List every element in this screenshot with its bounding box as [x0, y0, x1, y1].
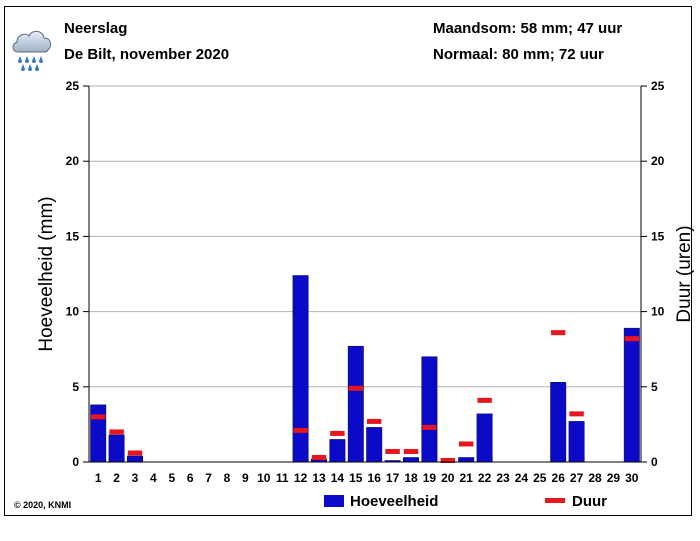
bar: [329, 439, 346, 463]
chart-frame: [4, 6, 692, 516]
duration-marker: [477, 397, 492, 403]
duration-marker: [551, 330, 566, 336]
duration-marker: [311, 454, 327, 460]
duration-marker: [91, 414, 106, 420]
x-tick-label: 30: [625, 471, 639, 485]
y-tick-label: 0: [72, 455, 79, 469]
x-tick-label: 21: [460, 471, 474, 485]
duration-marker: [440, 457, 455, 463]
legend-swatch-hoeveelheid: [324, 495, 344, 507]
chart-subtitle: De Bilt, november 2020: [64, 46, 230, 63]
bar: [421, 356, 438, 463]
y-tick-label: 10: [66, 305, 80, 319]
y2-tick-label: 10: [651, 305, 665, 319]
bar: [476, 413, 493, 463]
x-tick-label: 27: [570, 471, 584, 485]
copyright-text: © 2020, KNMI: [14, 500, 72, 510]
y-tick-label: 5: [72, 380, 79, 394]
x-tick-label: 9: [242, 471, 249, 485]
duration-marker: [348, 385, 363, 391]
x-tick-label: 16: [368, 471, 382, 485]
normal-value: Normaal: 80 mm; 72 uur: [433, 46, 604, 63]
bar: [550, 382, 567, 463]
x-tick-label: 8: [224, 471, 231, 485]
x-tick-label: 25: [533, 471, 547, 485]
y2-axis-title: Duur (uren): [674, 225, 695, 322]
x-tick-label: 11: [276, 471, 289, 485]
x-tick-label: 1: [95, 471, 102, 485]
bar: [292, 275, 309, 463]
x-tick-label: 14: [331, 471, 345, 485]
duration-marker: [624, 336, 639, 342]
x-tick-label: 26: [552, 471, 566, 485]
bar: [458, 457, 475, 463]
bar: [108, 434, 125, 463]
bar: [366, 427, 383, 463]
x-tick-label: 20: [441, 471, 455, 485]
chart-title: Neerslag: [64, 20, 128, 37]
x-tick-label: 19: [423, 471, 437, 485]
bar: [90, 404, 107, 463]
bar: [127, 455, 143, 463]
x-tick-label: 6: [187, 471, 194, 485]
duration-marker: [569, 411, 584, 417]
duration-marker: [127, 450, 143, 456]
y2-tick-label: 15: [651, 229, 665, 243]
x-tick-label: 5: [168, 471, 175, 485]
duration-marker: [367, 418, 382, 424]
month-total: Maandsom: 58 mm; 47 uur: [433, 20, 623, 37]
x-tick-label: 29: [607, 471, 621, 485]
x-tick-label: 28: [588, 471, 602, 485]
duration-marker: [403, 448, 419, 454]
x-tick-label: 17: [386, 471, 400, 485]
bar: [623, 327, 640, 463]
x-tick-label: 18: [404, 471, 418, 485]
legend-label-duur: Duur: [572, 493, 607, 510]
x-tick-label: 15: [349, 471, 363, 485]
x-tick-label: 10: [257, 471, 271, 485]
legend-swatch-duur: [545, 498, 565, 503]
x-tick-label: 24: [515, 471, 529, 485]
y-tick-label: 15: [66, 229, 80, 243]
x-tick-label: 12: [294, 471, 308, 485]
duration-marker: [385, 448, 400, 454]
duration-marker: [459, 441, 474, 447]
y2-tick-label: 25: [651, 79, 665, 93]
legend-label-hoeveelheid: Hoeveelheid: [350, 493, 438, 510]
x-tick-label: 23: [496, 471, 510, 485]
y2-tick-label: 5: [651, 380, 658, 394]
x-tick-label: 22: [478, 471, 492, 485]
y2-tick-label: 0: [651, 455, 658, 469]
duration-marker: [109, 429, 124, 435]
x-tick-label: 2: [113, 471, 120, 485]
y-tick-label: 20: [66, 154, 80, 168]
y-tick-label: 25: [66, 79, 80, 93]
duration-marker: [422, 424, 437, 430]
y2-tick-label: 20: [651, 154, 665, 168]
y-axis-title: Hoeveelheid (mm): [36, 196, 57, 351]
duration-marker: [330, 430, 345, 436]
x-tick-label: 13: [312, 471, 326, 485]
duration-marker: [293, 427, 308, 433]
x-tick-label: 4: [150, 471, 157, 485]
bar: [568, 421, 585, 463]
x-tick-label: 3: [132, 471, 139, 485]
rain-cloud-icon: [12, 30, 52, 71]
bar: [347, 345, 364, 463]
bar: [403, 457, 419, 463]
x-tick-label: 7: [205, 471, 212, 485]
